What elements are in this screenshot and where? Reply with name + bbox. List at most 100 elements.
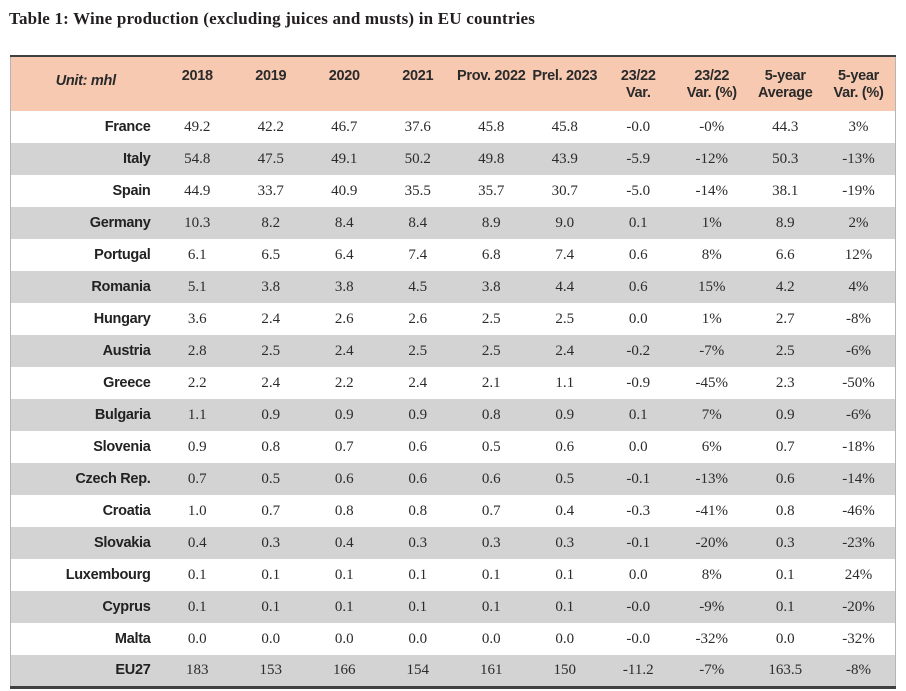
value-cell: 0.4 bbox=[187, 534, 207, 551]
value-cell: 0.0 bbox=[628, 310, 648, 327]
value-cell: 42.2 bbox=[257, 118, 284, 135]
value-cell: 30.7 bbox=[551, 182, 578, 199]
value-cell: 46.7 bbox=[331, 118, 358, 135]
table-row: France 49.2 42.2 46.7 37.6 45.8 45.8 -0.0 -0% 44.… bbox=[10, 111, 896, 143]
country-cell: France bbox=[104, 119, 151, 135]
table-header: Unit: mhl 2018 2019 2020 2021 Prov. 2022 Prel… bbox=[10, 56, 896, 111]
value-cell: 2.7 bbox=[775, 310, 795, 327]
value-cell: -32% bbox=[842, 630, 875, 647]
value-cell: 43.9 bbox=[551, 150, 578, 167]
value-cell: 0.7 bbox=[334, 438, 354, 455]
value-cell: 2.4 bbox=[261, 374, 281, 391]
value-cell: 9.0 bbox=[555, 214, 575, 231]
value-cell: -41% bbox=[695, 502, 729, 519]
value-cell: 0.1 bbox=[261, 566, 281, 583]
value-cell: 0.8 bbox=[261, 438, 281, 455]
value-cell: -20% bbox=[842, 598, 875, 615]
value-cell: 6.8 bbox=[481, 246, 501, 263]
header-cell: 23/22 Var. bbox=[602, 56, 676, 111]
value-cell: 153 bbox=[259, 661, 283, 678]
value-cell: -0.2 bbox=[626, 342, 651, 359]
value-cell: 35.5 bbox=[404, 182, 431, 199]
wine-production-table: Unit: mhl 2018 2019 2020 2021 Prov. 2022 Prel… bbox=[10, 55, 896, 689]
value-cell: -23% bbox=[842, 534, 875, 551]
value-cell: 2% bbox=[848, 214, 869, 231]
table-row: Romania 5.1 3.8 3.8 4.5 3.8 4.4 0.6 15% 4.2 4% bbox=[10, 271, 896, 303]
value-cell: 0.5 bbox=[481, 438, 501, 455]
table-row: Slovakia 0.4 0.3 0.4 0.3 0.3 0.3 -0.1 -20% 0.3 -23… bbox=[10, 527, 896, 559]
header-sublabel: Var. (%) bbox=[686, 85, 737, 101]
value-cell: 8.4 bbox=[408, 214, 428, 231]
country-cell: Bulgaria bbox=[94, 407, 151, 423]
value-cell: 150 bbox=[553, 661, 577, 678]
value-cell: 2.3 bbox=[775, 374, 795, 391]
value-cell: -14% bbox=[842, 470, 875, 487]
header-cell: 23/22 Var. (%) bbox=[675, 56, 749, 111]
value-cell: -45% bbox=[695, 374, 729, 391]
value-cell: 47.5 bbox=[257, 150, 284, 167]
country-cell: Romania bbox=[91, 279, 151, 295]
value-cell: 38.1 bbox=[772, 182, 799, 199]
country-cell: Slovenia bbox=[93, 439, 151, 455]
value-cell: 45.8 bbox=[551, 118, 578, 135]
value-cell: 0.7 bbox=[187, 470, 207, 487]
value-cell: 8.9 bbox=[775, 214, 795, 231]
value-cell: 0.0 bbox=[628, 566, 648, 583]
value-cell: 2.5 bbox=[481, 342, 501, 359]
value-cell: -14% bbox=[695, 182, 729, 199]
value-cell: 0.8 bbox=[334, 502, 354, 519]
value-cell: 166 bbox=[333, 661, 356, 678]
value-cell: -5.0 bbox=[626, 182, 651, 199]
header-cell: 2019 bbox=[234, 56, 308, 111]
value-cell: -50% bbox=[842, 374, 875, 391]
country-cell: Czech Rep. bbox=[75, 471, 151, 487]
table-row: EU27 183 153 166 154 161 150 -11.2 -7% 163.5 -8% bbox=[10, 655, 896, 687]
value-cell: 0.3 bbox=[555, 534, 575, 551]
value-cell: -0.0 bbox=[626, 630, 651, 647]
country-cell: Croatia bbox=[102, 503, 151, 519]
value-cell: -18% bbox=[842, 438, 875, 455]
header-label: 2018 bbox=[181, 68, 213, 84]
country-cell: Luxembourg bbox=[65, 567, 151, 583]
table-row: Greece 2.2 2.4 2.2 2.4 2.1 1.1 -0.9 -45% 2.3 -50% bbox=[10, 367, 896, 399]
header-label: 5-year bbox=[838, 68, 879, 84]
unit-label-cell: Unit: mhl bbox=[55, 73, 116, 89]
value-cell: 0.9 bbox=[555, 406, 575, 423]
value-cell: 0.7 bbox=[775, 438, 795, 455]
value-cell: 49.2 bbox=[184, 118, 211, 135]
table-row: Austria 2.8 2.5 2.4 2.5 2.5 2.4 -0.2 -7% 2.5 -6% bbox=[10, 335, 896, 367]
value-cell: 0.6 bbox=[628, 246, 648, 263]
value-cell: 0.9 bbox=[334, 406, 354, 423]
value-cell: 2.8 bbox=[187, 342, 207, 359]
header-cell: 2018 bbox=[161, 56, 235, 111]
value-cell: 2.4 bbox=[334, 342, 354, 359]
table-row: Hungary 3.6 2.4 2.6 2.6 2.5 2.5 0.0 1% 2.7 -8% bbox=[10, 303, 896, 335]
value-cell: 2.2 bbox=[187, 374, 207, 391]
value-cell: -20% bbox=[695, 534, 729, 551]
table-row: Czech Rep. 0.7 0.5 0.6 0.6 0.6 0.5 -0.1 -13% 0.6 -… bbox=[10, 463, 896, 495]
value-cell: -0.1 bbox=[626, 534, 651, 551]
value-cell: 0.3 bbox=[408, 534, 428, 551]
value-cell: 0.0 bbox=[481, 630, 501, 647]
value-cell: 0.1 bbox=[261, 598, 281, 615]
header-label: Prel. 2023 bbox=[532, 68, 598, 84]
table-row: Croatia 1.0 0.7 0.8 0.8 0.7 0.4 -0.3 -41% 0.8 -46% bbox=[10, 495, 896, 527]
value-cell: 161 bbox=[480, 661, 503, 678]
header-label: 23/22 bbox=[694, 68, 730, 84]
value-cell: 0.6 bbox=[408, 438, 428, 455]
value-cell: 0.9 bbox=[408, 406, 428, 423]
table-row: Malta 0.0 0.0 0.0 0.0 0.0 0.0 -0.0 -32% 0.0 -32% bbox=[10, 623, 896, 655]
value-cell: 45.8 bbox=[478, 118, 505, 135]
value-cell: 4.5 bbox=[408, 278, 428, 295]
value-cell: 2.4 bbox=[261, 310, 281, 327]
value-cell: 0.8 bbox=[408, 502, 428, 519]
value-cell: -7% bbox=[699, 342, 725, 359]
value-cell: 6.1 bbox=[187, 246, 207, 263]
value-cell: 0.4 bbox=[555, 502, 575, 519]
value-cell: -46% bbox=[842, 502, 875, 519]
country-cell: Spain bbox=[112, 183, 151, 199]
header-row: Unit: mhl 2018 2019 2020 2021 Prov. 2022 Prel… bbox=[10, 56, 896, 111]
value-cell: 0.0 bbox=[261, 630, 281, 647]
value-cell: 54.8 bbox=[184, 150, 211, 167]
value-cell: 2.5 bbox=[408, 342, 428, 359]
